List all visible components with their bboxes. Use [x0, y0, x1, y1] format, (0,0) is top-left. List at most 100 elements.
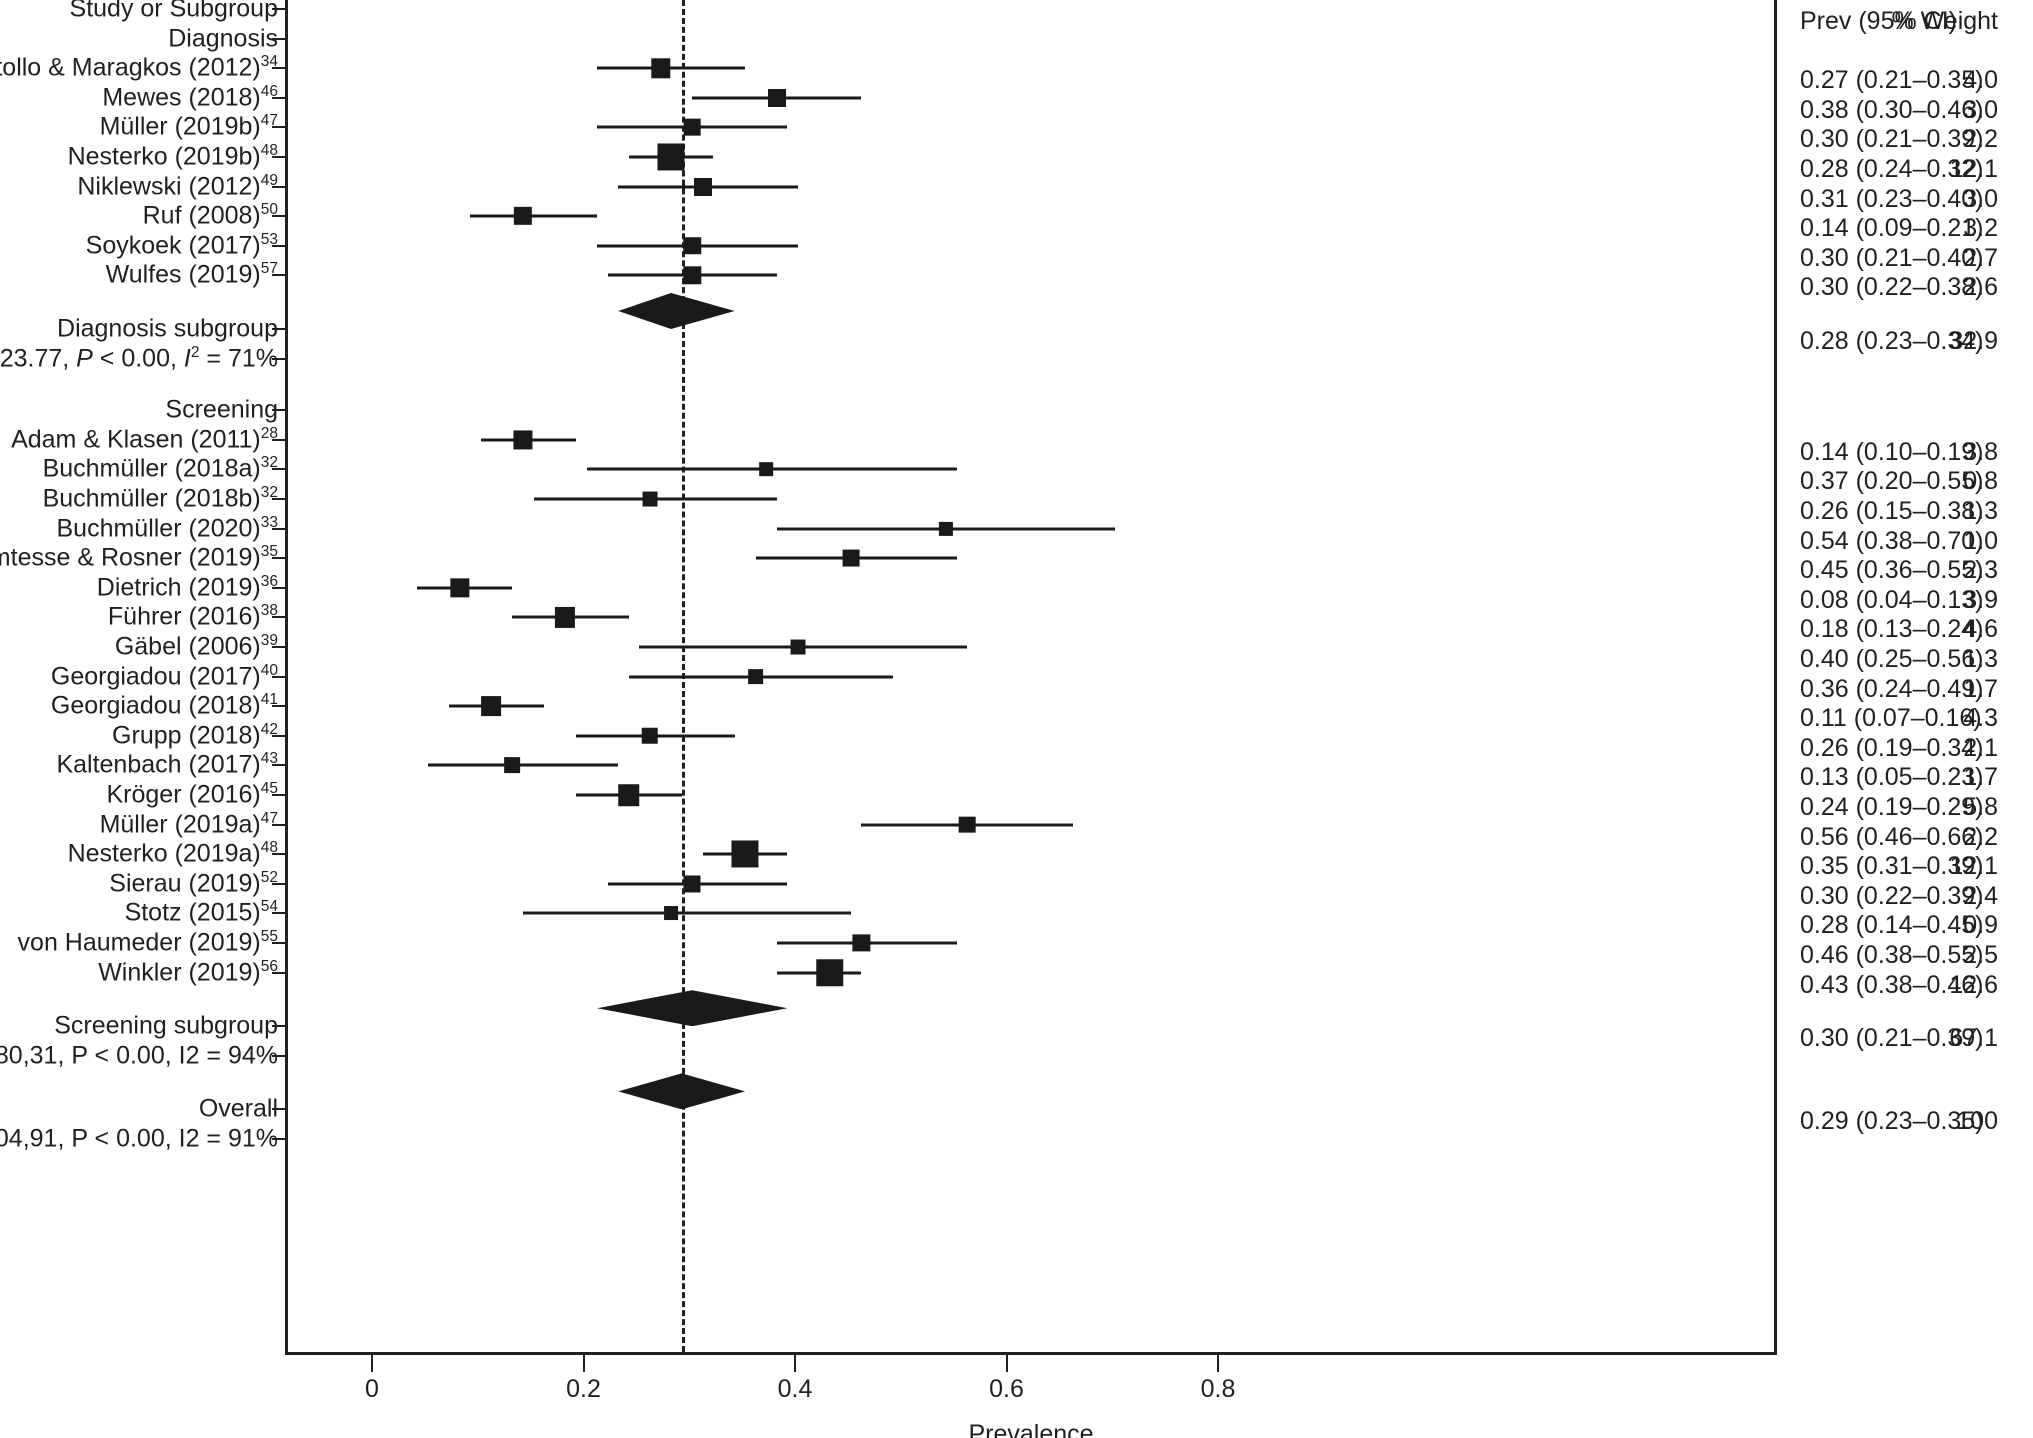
- weight-value: 2.2: [1963, 822, 1998, 851]
- row-tick: [272, 1108, 285, 1111]
- row-tick: [272, 942, 285, 944]
- weight-value: 32.9: [1949, 327, 1998, 355]
- study-label: Kaltenbach (2017)43: [56, 750, 278, 779]
- point-estimate-marker: [664, 906, 679, 921]
- weight-value: 4.6: [1963, 615, 1998, 644]
- row-tick: [272, 274, 285, 277]
- point-estimate-marker: [555, 607, 576, 628]
- summary-diamond: [618, 293, 735, 329]
- row-tick: [272, 853, 285, 856]
- axis-tick-label: 0.6: [989, 1375, 1024, 1403]
- point-estimate-marker: [641, 727, 659, 745]
- point-estimate-marker: [683, 266, 701, 285]
- study-label: Georgiadou (2017)40: [50, 661, 278, 691]
- weight-value: 2.1: [1963, 733, 1998, 762]
- estimate-value: 0.26 (0.19–0.34): [1800, 733, 1984, 762]
- column-header-study: Study or Subgroup: [69, 0, 278, 23]
- estimate-value: 0.28 (0.23–0.34): [1800, 327, 1984, 355]
- axis-tick-label: 0.8: [1200, 1375, 1236, 1403]
- row-tick: [272, 1054, 285, 1057]
- study-label: Winkler (2019)56: [98, 957, 278, 987]
- weight-value: 4.3: [1963, 704, 1998, 733]
- point-estimate-marker: [481, 696, 502, 717]
- row-tick: [272, 1138, 285, 1140]
- point-estimate-marker: [767, 88, 786, 107]
- row-tick: [272, 734, 285, 737]
- study-label: Mewes (2018)46: [102, 82, 278, 112]
- estimate-value: 0.14 (0.09–0.21): [1800, 214, 1984, 243]
- estimate-value: 0.30 (0.22–0.38): [1800, 273, 1984, 302]
- row-tick: [272, 438, 285, 441]
- weight-value: 2.2: [1963, 125, 1998, 154]
- estimate-value: 0.30 (0.21–0.39): [1800, 1024, 1984, 1053]
- point-estimate-marker: [650, 58, 671, 78]
- point-estimate-marker: [747, 668, 764, 685]
- weight-value: 12.1: [1949, 155, 1998, 183]
- weight-value: 12.1: [1949, 852, 1998, 881]
- study-label: Soykoek (2017)53: [85, 230, 278, 260]
- estimate-value: 0.46 (0.38–0.55): [1800, 941, 1984, 969]
- confidence-interval-line: [523, 911, 851, 915]
- confidence-interval-line: [597, 66, 746, 70]
- weight-value: 3.2: [1963, 214, 1998, 243]
- study-label: Nesterko (2019a)48: [67, 839, 278, 868]
- point-estimate-marker: [759, 462, 774, 477]
- estimate-value: 0.29 (0.23–0.35): [1800, 1107, 1984, 1136]
- row-tick: [272, 823, 285, 826]
- heterogeneity-stats: Q = 23.77, P < 0.00, I2 = 71%: [0, 343, 278, 373]
- row-tick: [272, 794, 285, 796]
- point-estimate-marker: [449, 578, 470, 598]
- x-axis-title: Prevalence: [968, 1420, 1094, 1438]
- study-label: Gäbel (2006)39: [114, 632, 278, 661]
- point-estimate-marker: [693, 177, 712, 196]
- weight-value: 5.8: [1963, 793, 1998, 821]
- point-estimate-marker: [731, 840, 759, 868]
- summary-diamond: [618, 1073, 746, 1110]
- estimate-value: 0.36 (0.24–0.49): [1800, 674, 1984, 703]
- row-tick: [272, 96, 285, 99]
- weight-value: 1.0: [1963, 526, 1998, 555]
- estimate-value: 0.08 (0.04–0.13): [1800, 585, 1984, 614]
- point-estimate-marker: [683, 237, 702, 255]
- point-estimate-marker: [513, 207, 533, 226]
- study-label: Dietrich (2019)36: [96, 572, 278, 602]
- study-label: Sierau (2019)52: [109, 868, 278, 898]
- weight-value: 4.0: [1963, 66, 1998, 95]
- heterogeneity-stats: Q = 280,31, P < 0.00, I2 = 94%: [0, 1041, 278, 1070]
- weight-value: 2.6: [1963, 273, 1998, 302]
- estimate-value: 0.28 (0.14–0.45): [1800, 911, 1984, 940]
- point-estimate-marker: [513, 430, 533, 450]
- estimate-value: 0.30 (0.21–0.40): [1800, 243, 1984, 272]
- row-tick: [272, 646, 285, 648]
- study-label: Kröger (2016)45: [106, 780, 279, 809]
- x-axis-ticks: 0 0.2 0.4 0.6 0.8: [285, 1355, 1777, 1403]
- point-estimate-marker: [683, 875, 701, 893]
- point-estimate-marker: [790, 639, 806, 655]
- axis-tick: [371, 1355, 373, 1372]
- row-tick: [272, 764, 285, 767]
- estimate-value: 0.30 (0.21–0.39): [1800, 125, 1984, 154]
- study-label: Buchmüller (2018a)32: [42, 454, 278, 483]
- study-label: Adam & Klasen (2011)28: [11, 424, 278, 454]
- point-estimate-marker: [852, 934, 871, 952]
- weight-value: 0.9: [1963, 911, 1998, 940]
- axis-tick: [794, 1355, 796, 1372]
- row-tick: [272, 67, 285, 70]
- weight-value: 3.9: [1963, 585, 1998, 614]
- study-label: Nesterko (2019b)48: [67, 142, 278, 171]
- weight-value: 2.3: [1963, 556, 1998, 585]
- weight-value: 3.0: [1963, 95, 1998, 124]
- row-tick: [272, 705, 285, 708]
- group-heading: Screening: [165, 395, 278, 424]
- row-tick: [272, 37, 285, 40]
- study-label: Ruf (2008)50: [142, 201, 278, 230]
- estimate-value: 0.35 (0.31–0.39): [1800, 852, 1984, 881]
- confidence-interval-line: [470, 214, 598, 218]
- summary-diamond: [597, 990, 788, 1027]
- row-tick: [272, 468, 285, 471]
- row-tick: [272, 557, 285, 560]
- study-label: Niklewski (2012)49: [77, 171, 278, 201]
- weight-value: 12.6: [1949, 970, 1998, 999]
- row-tick: [272, 616, 285, 619]
